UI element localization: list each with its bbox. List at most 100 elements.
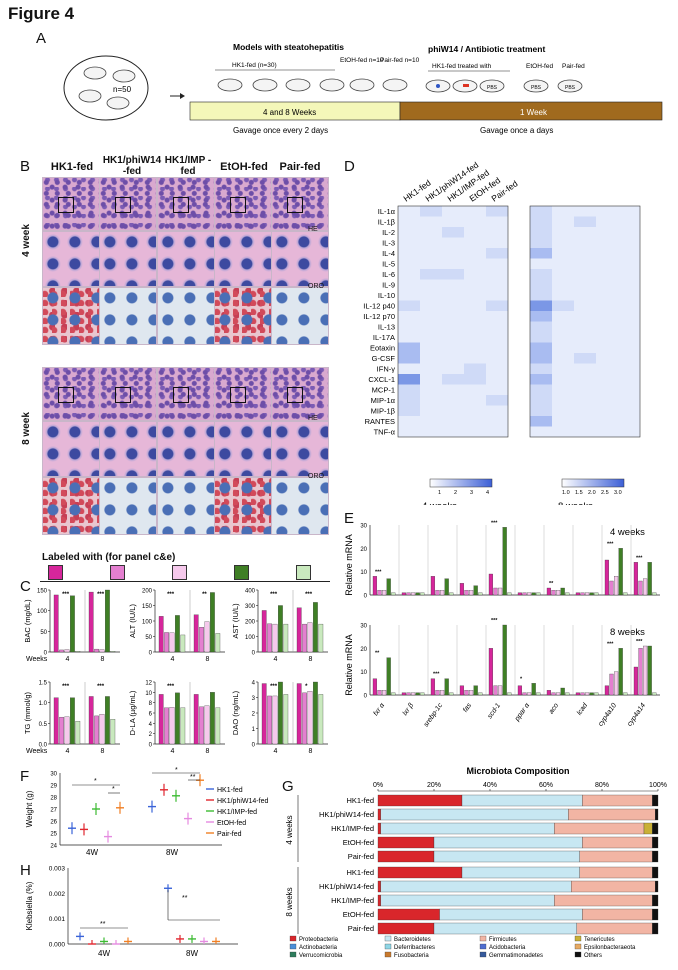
c-ylabel-1: ALT (IU/L) xyxy=(128,604,137,638)
g-legend-9: Fusobacteria xyxy=(394,953,429,959)
c-stars-0-0: *** xyxy=(62,592,70,598)
treatment-title: phiW14 / Antibiotic treatment xyxy=(428,44,545,54)
d-cell-8w-4-3 xyxy=(596,248,618,259)
g-seg-8w-0-1 xyxy=(461,866,580,879)
g-seg-4w-1-2 xyxy=(568,808,656,821)
e-gene-2: srebp-1c xyxy=(423,702,445,729)
c-bar-0-0-1 xyxy=(59,649,64,653)
e-bar-8w-5-4 xyxy=(536,692,541,696)
d-cell-4w-15-4 xyxy=(486,363,508,374)
e-bar-4w-2-3 xyxy=(444,578,449,596)
g-title: Microbiota Composition xyxy=(467,766,570,776)
e-bar-4w-5-2 xyxy=(527,592,532,596)
d-cell-4w-8-4 xyxy=(486,290,508,301)
panel-label-a: A xyxy=(36,30,47,47)
d-cell-8w-0-3 xyxy=(596,206,618,217)
e-ylabel-8w: Relative mRNA xyxy=(344,634,354,696)
c-tick-label-5-0: 0 xyxy=(252,743,256,749)
legend-title: Labeled with (for panel c&e) xyxy=(42,552,176,563)
b-row-8week: 8 week xyxy=(20,412,32,445)
c-bar-0-1-3 xyxy=(105,589,110,653)
e-bar-4w-9-3 xyxy=(647,562,652,596)
e-label-4w: 4 weeks xyxy=(610,527,645,538)
zoom-box-4w-col4 xyxy=(287,197,303,213)
g-row-8w-4: Pair-fed xyxy=(348,924,374,933)
micrograph-4w-col2-row1 xyxy=(157,231,215,287)
g-week-label-4w: 4 weeks xyxy=(285,815,294,844)
micrograph-4w-col0-row0 xyxy=(42,177,100,231)
d-cell-8w-4-0 xyxy=(530,248,552,259)
d-cell-8w-11-0 xyxy=(530,321,552,332)
e-bar-8w-4-2 xyxy=(498,685,503,696)
panel-h: 0.000 0.001 0.002 0.003 Klebsiella (%) 4W 8W **… xyxy=(20,860,250,964)
e-bar-8w-8-2 xyxy=(614,671,619,696)
micrograph-8w-col3-row1 xyxy=(214,421,272,477)
f-group-0: 4W xyxy=(86,848,98,857)
g-seg-8w-3-2 xyxy=(582,908,653,921)
c-bar-4-1-1 xyxy=(199,706,204,745)
h-tick-1: 0.001 xyxy=(49,916,66,923)
c-bar-0-1-0 xyxy=(88,591,94,653)
b-col-0: HK1-fed xyxy=(50,161,94,173)
d-cell-8w-16-2 xyxy=(574,374,596,385)
e-bar-4w-7-3 xyxy=(589,592,594,596)
g-legend-6: Acidobacteria xyxy=(489,945,526,951)
d-cell-8w-1-2 xyxy=(574,216,596,227)
d-cell-4w-14-2 xyxy=(442,353,464,364)
e-bar-4w-7-2 xyxy=(585,592,590,596)
c-bar-2-1-4 xyxy=(318,623,324,653)
d-cell-4w-1-0 xyxy=(398,216,420,227)
e-bar-8w-2-3 xyxy=(444,678,449,696)
e-bar-8w-4-1 xyxy=(493,685,498,696)
d-cell-8w-6-4 xyxy=(618,269,640,280)
e-bar-8w-2-2 xyxy=(440,690,445,696)
d-cell-4w-13-1 xyxy=(420,342,442,353)
g-row-8w-1: HK1/phiW14-fed xyxy=(319,882,374,891)
d-row-label-0: IL-1α xyxy=(378,207,396,216)
e-bar-8w-7-1 xyxy=(580,692,585,696)
micrograph-4w-col1-row2 xyxy=(99,287,157,345)
d-cell-4w-9-3 xyxy=(464,300,486,311)
c-week-2-0: 4 xyxy=(274,656,278,663)
f-legend-4: Pair-fed xyxy=(217,831,242,838)
c-bar-2-0-3 xyxy=(278,605,283,653)
d-cell-8w-2-1 xyxy=(552,227,574,238)
f-tick-1: 25 xyxy=(50,832,57,838)
g-seg-4w-3-11 xyxy=(652,836,659,849)
d-cell-4w-1-2 xyxy=(442,216,464,227)
h-tick-0: 0.000 xyxy=(49,942,66,949)
d-cell-4w-20-4 xyxy=(486,416,508,427)
d-cell-4w-7-4 xyxy=(486,279,508,290)
c-chart-0: 0 50 100 150 BAC (mg/dL) *** 4 *** 8 Weeks xyxy=(23,589,120,663)
d-cell-4w-0-3 xyxy=(464,206,486,217)
d-cell-4w-4-0 xyxy=(398,248,420,259)
c-bar-0-1-4 xyxy=(110,651,116,653)
e-bar-4w-1-1 xyxy=(406,592,411,596)
g-seg-4w-4-2 xyxy=(579,850,653,863)
c-tick-label-5-1: 1 xyxy=(252,727,256,733)
d-cell-8w-6-2 xyxy=(574,269,596,280)
e-bar-8w-9-4 xyxy=(652,692,657,696)
d-cell-4w-16-3 xyxy=(464,374,486,385)
d-row-label-13: Eotaxin xyxy=(370,344,395,353)
c-bar-5-0-2 xyxy=(272,695,278,745)
c-tick-label-1-3: 150 xyxy=(142,604,153,610)
d-cell-4w-16-4 xyxy=(486,374,508,385)
b-he-label-1: HE xyxy=(308,226,318,233)
c-bar-4-1-2 xyxy=(204,705,210,745)
d-cell-4w-13-4 xyxy=(486,342,508,353)
e-bar-4w-4-4 xyxy=(507,592,512,596)
d-cell-8w-10-4 xyxy=(618,311,640,322)
c-week-4-1: 8 xyxy=(206,748,210,755)
micrograph-4w-col4-row1 xyxy=(271,231,329,287)
e-bar-4w-1-0 xyxy=(401,592,406,596)
c-bar-3-1-0 xyxy=(88,696,94,745)
d-cell-8w-19-3 xyxy=(596,405,618,416)
c-chart-4: 0 2 4 6 8 10 12 D-LA (µg/mL) *** 4 8 xyxy=(128,681,225,755)
d-frame-8w xyxy=(529,205,641,438)
d-scale8-2: 2.0 xyxy=(588,490,596,496)
d-row-label-21: TNF-α xyxy=(374,428,396,437)
c-ylabel-3: TG (mmol/g) xyxy=(23,691,32,734)
d-cell-8w-1-4 xyxy=(618,216,640,227)
d-cell-4w-15-0 xyxy=(398,363,420,374)
